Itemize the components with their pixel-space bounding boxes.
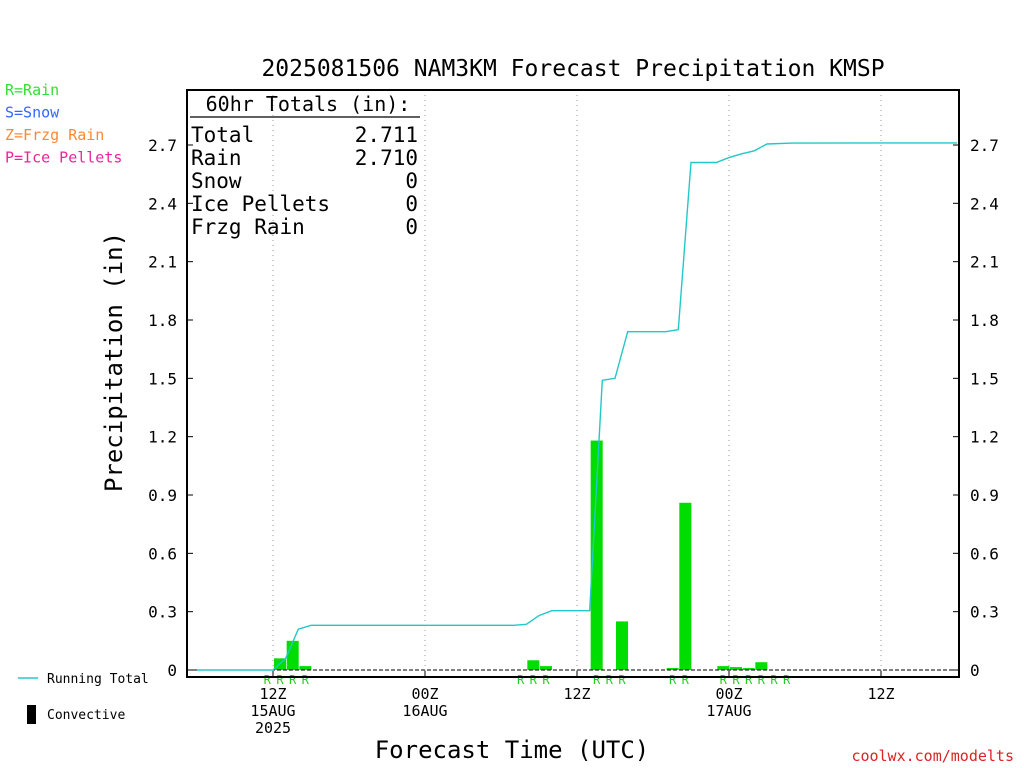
precip-type-legend-item: P=Ice Pellets: [5, 149, 122, 167]
precip-type-marker: R: [593, 673, 601, 687]
chart-title: 2025081506 NAM3KM Forecast Precipitation…: [261, 56, 884, 82]
precip-bar: [666, 668, 679, 670]
totals-row-value: 0: [405, 215, 418, 239]
x-tick-label: 00Z: [715, 685, 742, 703]
precip-type-marker: R: [682, 673, 690, 687]
totals-row-label: Ice Pellets: [191, 192, 330, 216]
precip-type-marker: R: [530, 673, 538, 687]
precip-type-marker: R: [276, 673, 284, 687]
grid-lines: [272, 90, 882, 677]
y-tick-label-left: 0.9: [148, 486, 177, 505]
precip-bars: [274, 440, 768, 670]
precip-bar: [730, 667, 743, 670]
y-tick-label-left: 1.5: [148, 369, 177, 388]
precip-type-marker: R: [264, 673, 272, 687]
x-tick-label: 16AUG: [402, 702, 447, 720]
totals-row-label: Frzg Rain: [191, 215, 305, 239]
precip-type-marker: R: [517, 673, 525, 687]
precip-bar: [286, 640, 299, 670]
y-tick-label-right: 2.1: [970, 253, 999, 272]
y-tick-label-left: 0: [167, 661, 177, 680]
precip-type-marker: R: [669, 673, 677, 687]
precip-bar: [717, 666, 730, 670]
precip-type-marker: R: [745, 673, 753, 687]
precip-type-marker: R: [542, 673, 550, 687]
y-tick-label-right: 1.8: [970, 311, 999, 330]
y-tick-label-left: 2.4: [148, 194, 177, 213]
x-tick-label: 15AUG: [250, 702, 295, 720]
totals-row-label: Rain: [191, 146, 242, 170]
x-tick-label: 12Z: [259, 685, 286, 703]
series-legend: Running Total Convective: [18, 672, 149, 724]
legend-item-label: Running Total: [47, 672, 149, 687]
y-tick-label-right: 1.2: [970, 428, 999, 447]
precip-bar: [540, 666, 553, 670]
precip-type-legend-item: S=Snow: [5, 104, 60, 122]
precip-type-legend-item: Z=Frzg Rain: [5, 126, 104, 144]
x-tick-label: 12Z: [867, 685, 894, 703]
x-tick-label: 2025: [255, 719, 291, 737]
y-axis-ticks: 0 00.3 0.30.6 0.60.9 0.91.2 1.21.5 1.51.8 1.82.…: [148, 136, 999, 680]
precip-bar: [616, 621, 629, 670]
totals-row-value: 2.710: [355, 146, 418, 170]
precip-bar: [299, 666, 312, 670]
precip-type-legend: R=Rain S=Snow Z=Frzg Rain P=Ice Pellets: [5, 81, 122, 167]
precip-type-legend-item: R=Rain: [5, 81, 59, 99]
y-tick-label-right: 1.5: [970, 369, 999, 388]
y-axis-label: Precipitation (in): [100, 232, 128, 492]
legend-item-label: Convective: [47, 708, 125, 723]
precip-bar: [527, 660, 540, 670]
y-tick-label-left: 2.7: [148, 136, 177, 155]
precip-type-marker: R: [302, 673, 310, 687]
totals-row-value: 0: [405, 192, 418, 216]
totals-table: 60hr Totals (in): Total 2.711 Rain 2.710 Snow…: [190, 92, 420, 239]
precip-type-marker: R: [606, 673, 614, 687]
precip-type-marker: R: [758, 673, 766, 687]
y-tick-label-left: 2.1: [148, 253, 177, 272]
precip-bar: [742, 668, 755, 670]
totals-row-value: 0: [405, 169, 418, 193]
precip-type-marker: R: [289, 673, 297, 687]
y-tick-label-left: 1.8: [148, 311, 177, 330]
precip-bar: [755, 662, 768, 670]
totals-row-label: Total: [191, 123, 254, 147]
precip-type-marker: R: [732, 673, 740, 687]
precip-type-marker: R: [783, 673, 791, 687]
totals-header: 60hr Totals (in):: [206, 92, 411, 116]
y-tick-label-right: 2.7: [970, 136, 999, 155]
x-tick-label: 12Z: [563, 685, 590, 703]
totals-row-value: 2.711: [355, 123, 418, 147]
precip-type-marker: R: [720, 673, 728, 687]
precip-type-marker: R: [770, 673, 778, 687]
y-tick-label-right: 0.6: [970, 544, 999, 563]
y-tick-label-left: 1.2: [148, 428, 177, 447]
y-tick-label-right: 0.9: [970, 486, 999, 505]
y-tick-label-right: 0.3: [970, 603, 999, 622]
precip-type-marker: R: [618, 673, 626, 687]
legend-bar-swatch: [27, 705, 36, 724]
precip-bar: [590, 440, 603, 670]
credit-text: coolwx.com/modelts: [851, 747, 1014, 765]
y-tick-label-right: 0: [970, 661, 980, 680]
y-tick-label-left: 0.3: [148, 603, 177, 622]
y-tick-label-right: 2.4: [970, 194, 999, 213]
running-total-line: [197, 142, 958, 671]
x-tick-label: 00Z: [411, 685, 438, 703]
x-tick-label: 17AUG: [706, 702, 751, 720]
plot-frame: [186, 89, 960, 678]
precip-bar: [679, 502, 692, 670]
x-axis-label: Forecast Time (UTC): [375, 736, 650, 764]
totals-row-label: Snow: [191, 169, 242, 193]
y-tick-label-left: 0.6: [148, 544, 177, 563]
